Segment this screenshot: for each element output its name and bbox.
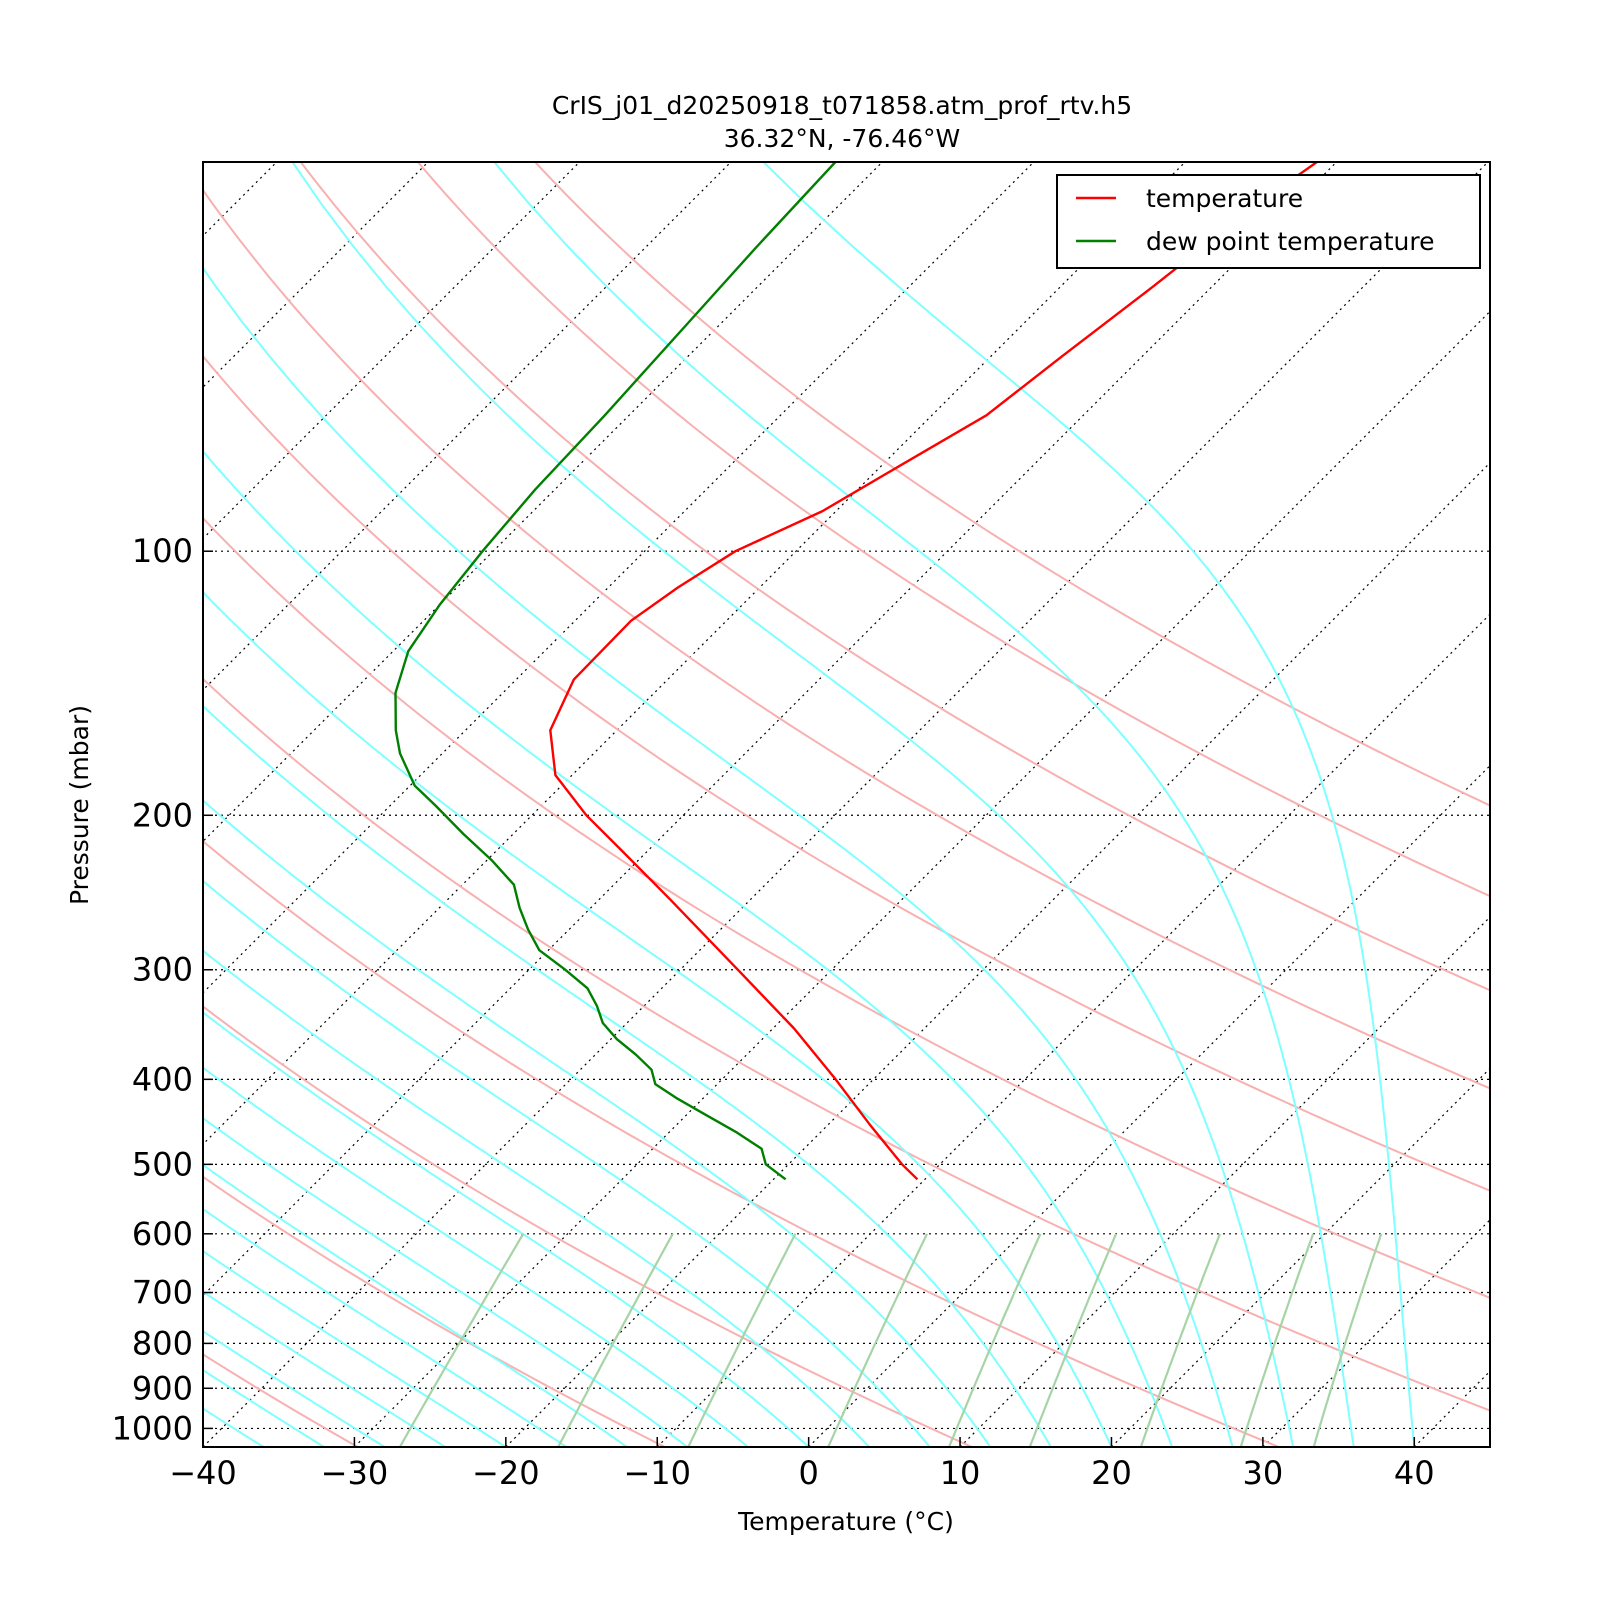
mixing-ratio-line xyxy=(687,1233,797,1447)
isotherm-line xyxy=(0,162,125,1447)
x-tick-label: −10 xyxy=(623,1454,691,1492)
chart-subtitle: 36.32°N, -76.46°W xyxy=(724,124,960,153)
reference-lines xyxy=(0,162,1490,1447)
isotherm-line xyxy=(656,613,1490,1447)
y-tick-label: 100 xyxy=(132,532,193,570)
moist-adiabat-line xyxy=(203,704,1052,1447)
moist-adiabat-line xyxy=(203,266,1234,1447)
y-tick-label: 200 xyxy=(132,796,193,834)
dry-adiabat-line xyxy=(0,162,51,1447)
dewpoint-line xyxy=(394,162,837,1181)
profile-series xyxy=(394,162,1318,1181)
temperature-line xyxy=(549,162,1318,1181)
moist-adiabat-line xyxy=(203,879,931,1447)
x-tick-label: −20 xyxy=(472,1454,540,1492)
mixing-ratio-line xyxy=(557,1233,674,1447)
isotherm-lines xyxy=(0,162,1490,1447)
dry-adiabat-line xyxy=(203,677,1490,1412)
x-tick-label: 10 xyxy=(940,1454,981,1492)
x-tick-label: −30 xyxy=(321,1454,389,1492)
mixing-ratio-line xyxy=(1139,1233,1221,1447)
x-tick-label: 40 xyxy=(1394,1454,1435,1492)
dry-adiabat-line xyxy=(203,1005,973,1447)
dry-adiabat-lines xyxy=(0,162,1490,1447)
dry-adiabat-line xyxy=(203,188,1490,1090)
moist-adiabat-line xyxy=(203,1290,446,1447)
mixing-ratio-line xyxy=(1312,1233,1383,1447)
mixing-ratio-line xyxy=(947,1233,1042,1447)
y-tick-label: 900 xyxy=(132,1369,193,1407)
legend-box xyxy=(1056,174,1481,269)
moist-adiabat-line xyxy=(203,1207,567,1447)
isotherm-line xyxy=(959,916,1490,1447)
dry-adiabat-line xyxy=(203,1175,666,1447)
mixing-ratio-lines xyxy=(398,1233,1383,1447)
moist-adiabat-line xyxy=(203,949,870,1447)
legend-label-temperature: temperature xyxy=(1146,184,1303,213)
y-tick-label: 500 xyxy=(132,1145,193,1183)
mixing-ratio-line xyxy=(827,1233,928,1447)
x-axis-ticks: −40 −30 −20 −10 0 10 20 30 40 xyxy=(169,1437,1435,1492)
moist-adiabat-line xyxy=(203,1249,507,1447)
mixing-ratio-line xyxy=(1028,1233,1118,1447)
isotherm-line xyxy=(203,162,1338,1297)
moist-adiabat-line xyxy=(203,1011,810,1447)
isotherm-line xyxy=(1111,1067,1490,1447)
moist-adiabat-lines xyxy=(203,162,1416,1447)
dry-adiabat-line xyxy=(534,162,1490,807)
dry-adiabat-line xyxy=(203,839,1280,1447)
y-tick-label: 600 xyxy=(132,1215,193,1253)
chart-title: CrIS_j01_d20250918_t071858.atm_prof_rtv.… xyxy=(552,91,1132,120)
moist-adiabat-line xyxy=(203,799,992,1447)
pressure-gridlines xyxy=(203,550,1490,1430)
plot-frame xyxy=(202,161,1491,1448)
y-tick-label: 700 xyxy=(132,1274,193,1312)
x-tick-label: 20 xyxy=(1091,1454,1132,1492)
x-tick-label: 0 xyxy=(798,1454,818,1492)
y-axis-label: Pressure (mbar) xyxy=(65,705,94,905)
x-tick-label: −40 xyxy=(169,1454,237,1492)
isotherm-line xyxy=(203,162,1489,1447)
moist-adiabat-line xyxy=(493,162,1355,1447)
y-tick-label: 1000 xyxy=(112,1409,193,1447)
isotherm-line xyxy=(808,764,1490,1447)
moist-adiabat-line xyxy=(762,162,1416,1447)
isotherm-line xyxy=(203,162,732,691)
x-tick-label: 30 xyxy=(1243,1454,1284,1492)
mixing-ratio-line xyxy=(398,1233,525,1447)
moist-adiabat-line xyxy=(203,1066,749,1447)
dry-adiabat-line xyxy=(299,162,1490,992)
mixing-ratio-line xyxy=(1239,1233,1315,1447)
isotherm-line xyxy=(1413,1370,1490,1447)
dry-adiabat-line xyxy=(203,516,1490,1299)
y-tick-label: 300 xyxy=(132,951,193,989)
dry-adiabat-line xyxy=(203,354,1490,1192)
x-axis-label: Temperature (°C) xyxy=(737,1507,954,1536)
moist-adiabat-line xyxy=(203,1163,628,1447)
moist-adiabat-line xyxy=(291,162,1295,1447)
isotherm-line xyxy=(1262,1219,1490,1447)
moist-adiabat-line xyxy=(203,1368,325,1447)
dry-adiabat-line xyxy=(417,162,1490,898)
isotherm-line xyxy=(505,461,1490,1447)
y-tick-label: 400 xyxy=(132,1060,193,1098)
moist-adiabat-line xyxy=(203,449,1173,1447)
legend-label-dewpoint: dew point temperature xyxy=(1146,227,1435,256)
moist-adiabat-line xyxy=(203,1330,386,1447)
y-tick-label: 800 xyxy=(132,1324,193,1362)
legend: temperature dew point temperature xyxy=(1056,174,1481,269)
moist-adiabat-line xyxy=(203,590,1113,1447)
